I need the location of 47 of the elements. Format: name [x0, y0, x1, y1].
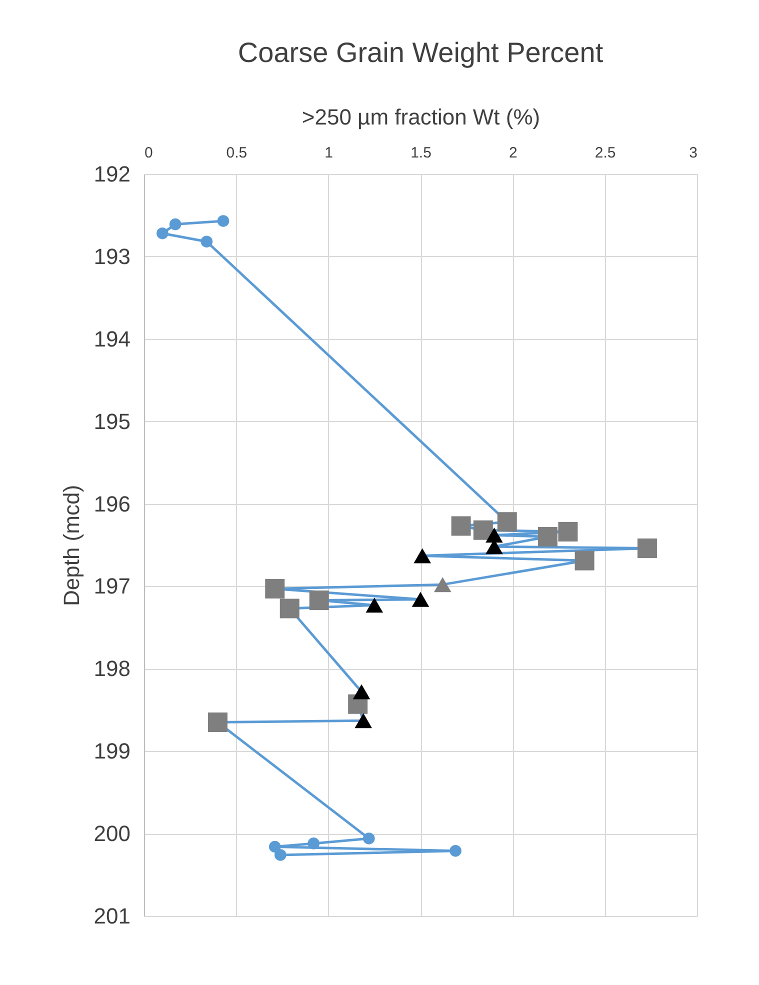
y-tick-label: 195 [94, 408, 130, 434]
point [497, 512, 517, 532]
chart-title: Coarse Grain Weight Percent [238, 37, 604, 68]
point [637, 538, 657, 558]
point [434, 577, 452, 592]
y-tick-label: 192 [94, 162, 130, 186]
point [450, 844, 462, 857]
point [274, 849, 286, 861]
point [538, 527, 558, 547]
point [412, 592, 430, 607]
y-tick-label: 200 [94, 821, 130, 846]
point [558, 522, 578, 542]
x-axis-title: >250 µm fraction Wt (%) [302, 104, 540, 130]
y-tick-label: 196 [94, 491, 130, 516]
y-tick-label: 197 [94, 574, 130, 599]
x-tick-label: 2 [508, 144, 518, 162]
point [265, 578, 285, 598]
point [156, 227, 168, 240]
point [451, 516, 471, 536]
x-tick-label: 3 [689, 144, 698, 162]
y-tick-label: 201 [94, 904, 130, 928]
point [414, 548, 432, 564]
point [354, 713, 372, 728]
x-tick-label: 1.5 [410, 144, 432, 162]
x-tick-label: 0 [144, 144, 153, 162]
point [169, 218, 182, 230]
point [308, 838, 320, 850]
y-tick-label: 198 [94, 656, 130, 682]
point [309, 590, 329, 610]
point [352, 684, 370, 700]
y-tick-label: 194 [94, 326, 130, 352]
x-tick-label: 1 [324, 144, 334, 162]
point [200, 236, 213, 248]
point [362, 832, 375, 844]
point [473, 520, 493, 540]
point [280, 598, 300, 618]
y-axis-title: Depth (mcd) [58, 484, 84, 606]
point [208, 712, 228, 732]
y-tick-label: 199 [94, 738, 130, 764]
point [574, 550, 594, 570]
y-tick-label: 193 [94, 244, 130, 269]
x-tick-label: 0.5 [226, 144, 248, 162]
point [217, 215, 230, 227]
point [366, 598, 384, 613]
point [268, 840, 281, 853]
point [486, 528, 503, 543]
x-tick-label: 2.5 [594, 144, 616, 162]
